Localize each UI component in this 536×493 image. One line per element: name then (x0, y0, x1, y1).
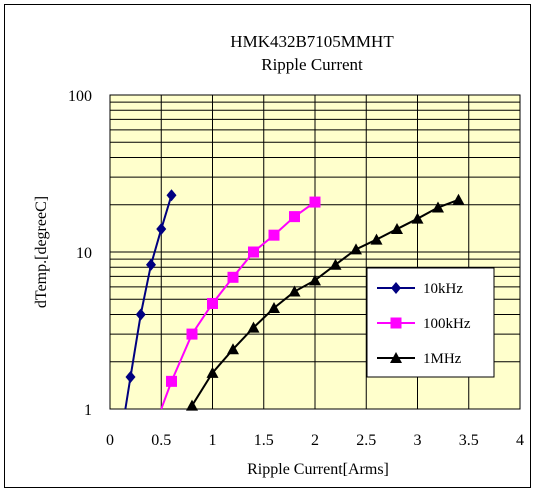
series-layer (124, 189, 465, 411)
data-point (329, 258, 342, 270)
data-point (391, 223, 403, 235)
legend: 10kHz 100kHz 1MHz (366, 267, 495, 378)
y-axis-label: dTemp.[degreeC] (33, 196, 50, 308)
chart-subtitle: Ripple Current (261, 55, 363, 74)
legend-marker (390, 317, 402, 329)
legend-marker (390, 352, 402, 363)
data-point (452, 193, 465, 205)
data-point (411, 212, 424, 224)
x-tick-label: 2.5 (356, 432, 376, 449)
y-tick-label: 10 (76, 245, 92, 262)
axis-ticks: 0 0.5 1 1.5 2 2.5 3 3.5 4 1 10 100 (68, 88, 524, 449)
series-line-10kHz (124, 194, 173, 410)
chart-title: HMK432B7105MMHT (230, 32, 394, 51)
data-point (186, 399, 198, 411)
x-tick-label: 3 (414, 432, 422, 449)
x-tick-label: 2 (311, 432, 319, 449)
x-tick-label: 4 (516, 432, 524, 449)
data-point (206, 366, 219, 378)
data-point (268, 301, 280, 313)
legend-marker (391, 282, 401, 294)
series-1MHz (186, 193, 465, 411)
legend-item-10kHz: 10kHz (377, 281, 463, 297)
data-point (186, 328, 198, 340)
series-10kHz (124, 189, 177, 410)
legend-label: 100kHz (423, 316, 471, 332)
data-point (432, 201, 444, 213)
x-tick-label: 1.5 (254, 432, 274, 449)
data-point (370, 233, 383, 245)
data-point (135, 308, 146, 321)
data-point (125, 370, 136, 383)
x-tick-label: 0 (106, 432, 114, 449)
data-point (227, 271, 239, 283)
data-point (247, 321, 260, 333)
data-point (207, 297, 218, 309)
data-point (156, 223, 167, 236)
legend-item-1MHz: 1MHz (377, 351, 462, 367)
data-point (166, 375, 177, 387)
data-point (309, 196, 321, 208)
data-point (248, 246, 259, 258)
x-tick-label: 3.5 (459, 432, 479, 449)
x-tick-label: 1 (209, 432, 217, 449)
plot-border (109, 94, 521, 410)
legend-label: 1MHz (423, 351, 462, 367)
y-tick-label: 100 (68, 88, 92, 105)
data-point (289, 211, 300, 223)
data-point (268, 229, 280, 241)
data-point (166, 189, 177, 202)
data-point (350, 243, 362, 255)
legend-item-100kHz: 100kHz (377, 316, 471, 332)
legend-label: 10kHz (423, 281, 463, 297)
y-tick-label: 1 (84, 402, 92, 419)
data-point (227, 343, 239, 355)
x-tick-label: 0.5 (151, 432, 171, 449)
data-point (146, 258, 156, 271)
data-point (288, 285, 301, 297)
data-point (309, 274, 321, 286)
x-axis-label: Ripple Current[Arms] (247, 461, 389, 478)
series-100kHz (160, 196, 321, 410)
